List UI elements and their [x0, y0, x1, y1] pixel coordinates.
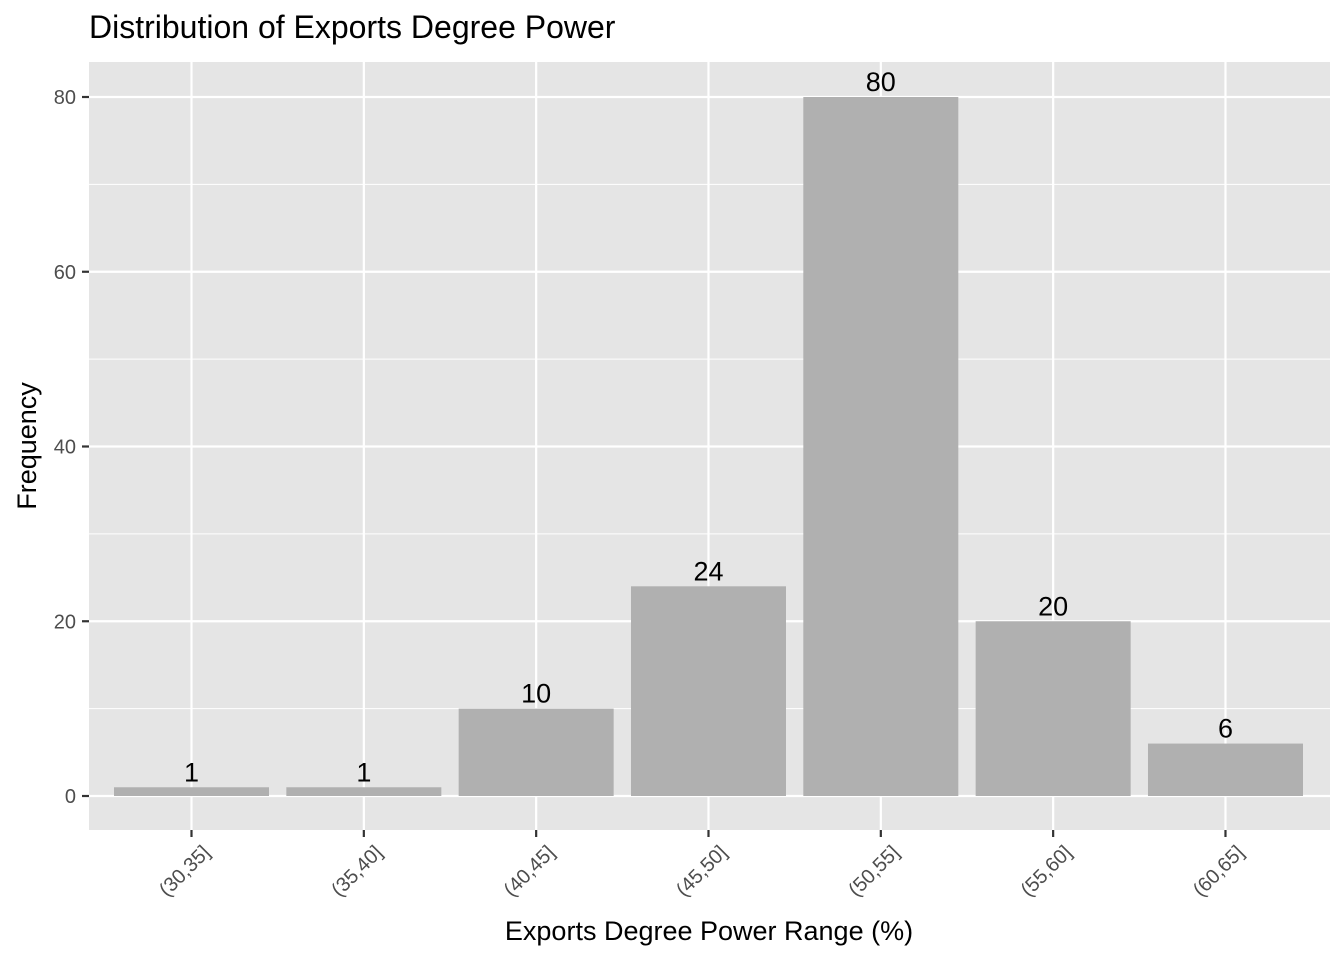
- bar-value-label: 24: [693, 556, 723, 586]
- x-tick-label: (60,65]: [1189, 842, 1249, 902]
- y-tick-label: 60: [54, 262, 76, 284]
- x-tick-label: (55,60]: [1017, 842, 1077, 902]
- y-axis: 0 20 40 60 80: [54, 87, 89, 808]
- bar-value-label: 1: [356, 757, 371, 787]
- bar-value-label: 10: [521, 679, 551, 709]
- bar: [975, 621, 1131, 796]
- bar: [1147, 743, 1303, 796]
- x-tick-label: (30,35]: [155, 842, 215, 902]
- bar-value-label: 80: [866, 67, 896, 97]
- x-axis: (30,35] (35,40] (40,45] (45,50] (50,55] (55,6…: [155, 830, 1249, 901]
- bars: [114, 97, 1303, 796]
- bar: [630, 586, 786, 796]
- bar-labels: 1 1 10 24 80 20 6: [184, 67, 1233, 787]
- bar: [458, 708, 614, 796]
- y-tick-label: 80: [54, 87, 76, 109]
- y-tick-label: 0: [65, 786, 76, 808]
- x-tick-label: (50,55]: [844, 842, 904, 902]
- chart-title: Distribution of Exports Degree Power: [89, 9, 616, 45]
- x-tick-label: (40,45]: [500, 842, 560, 902]
- x-tick-label: (45,50]: [672, 842, 732, 902]
- y-tick-label: 40: [54, 437, 76, 459]
- x-axis-title: Exports Degree Power Range (%): [505, 916, 913, 946]
- y-tick-label: 20: [54, 611, 76, 633]
- y-axis-title: Frequency: [12, 382, 42, 510]
- bar-value-label: 6: [1218, 714, 1233, 744]
- bar: [114, 787, 269, 796]
- bar: [286, 787, 442, 796]
- x-tick-label: (35,40]: [327, 842, 387, 902]
- bar-value-label: 1: [184, 757, 199, 787]
- bar-value-label: 20: [1038, 591, 1068, 621]
- bar: [803, 97, 959, 796]
